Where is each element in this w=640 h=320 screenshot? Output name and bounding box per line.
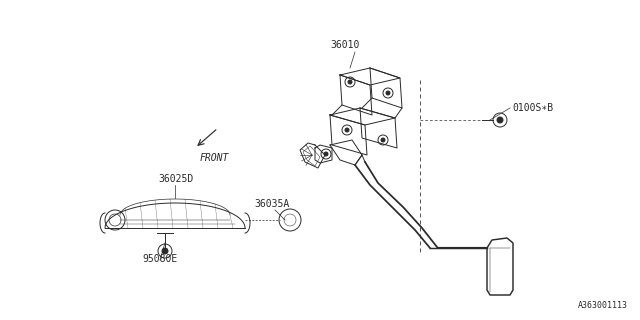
Circle shape xyxy=(386,91,390,95)
Text: 36035A: 36035A xyxy=(254,199,289,209)
Circle shape xyxy=(345,128,349,132)
Text: 95080E: 95080E xyxy=(142,254,177,264)
Text: 36025D: 36025D xyxy=(158,174,193,184)
Text: 36010: 36010 xyxy=(330,40,360,50)
Text: A363001113: A363001113 xyxy=(578,301,628,310)
Circle shape xyxy=(324,152,328,156)
Circle shape xyxy=(381,138,385,142)
Text: 0100S∗B: 0100S∗B xyxy=(512,103,553,113)
Text: FRONT: FRONT xyxy=(200,153,229,163)
Circle shape xyxy=(348,80,352,84)
Circle shape xyxy=(497,117,503,123)
Circle shape xyxy=(162,248,168,254)
